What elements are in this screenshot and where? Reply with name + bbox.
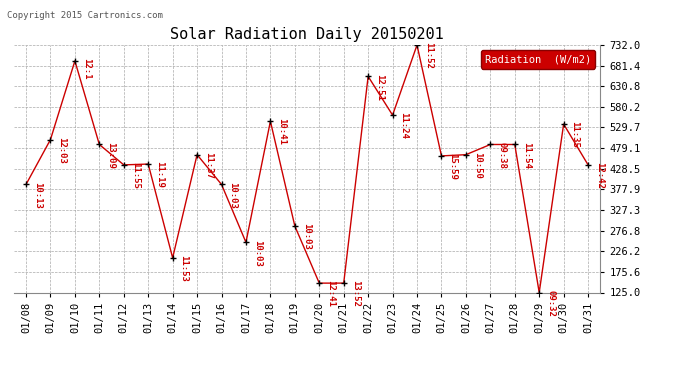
- Text: 11:53: 11:53: [179, 255, 188, 282]
- Text: 10:03: 10:03: [302, 223, 310, 250]
- Text: 15:59: 15:59: [448, 153, 457, 180]
- Legend: Radiation  (W/m2): Radiation (W/m2): [480, 50, 595, 69]
- Text: 11:52: 11:52: [424, 42, 433, 69]
- Text: 12:51: 12:51: [375, 74, 384, 100]
- Text: 09:38: 09:38: [497, 142, 506, 169]
- Text: 10:13: 10:13: [33, 182, 42, 209]
- Text: 11:19: 11:19: [155, 161, 164, 188]
- Text: 12:42: 12:42: [595, 162, 604, 189]
- Text: 10:41: 10:41: [277, 118, 286, 146]
- Text: 10:03: 10:03: [253, 240, 262, 267]
- Text: 09:32: 09:32: [546, 290, 555, 316]
- Text: 13:52: 13:52: [351, 280, 359, 307]
- Text: Copyright 2015 Cartronics.com: Copyright 2015 Cartronics.com: [7, 11, 163, 20]
- Text: 12:1: 12:1: [82, 58, 91, 80]
- Text: 12:41: 12:41: [326, 280, 335, 307]
- Text: 10:50: 10:50: [473, 152, 482, 179]
- Text: 12:03: 12:03: [57, 137, 66, 164]
- Title: Solar Radiation Daily 20150201: Solar Radiation Daily 20150201: [170, 27, 444, 42]
- Text: 11:37: 11:37: [204, 152, 213, 179]
- Text: 11:24: 11:24: [400, 112, 408, 139]
- Text: 11:55: 11:55: [130, 162, 139, 189]
- Text: 10:03: 10:03: [228, 182, 237, 209]
- Text: 11:54: 11:54: [522, 142, 531, 169]
- Text: 11:35: 11:35: [571, 122, 580, 148]
- Text: 13:09: 13:09: [106, 142, 115, 169]
